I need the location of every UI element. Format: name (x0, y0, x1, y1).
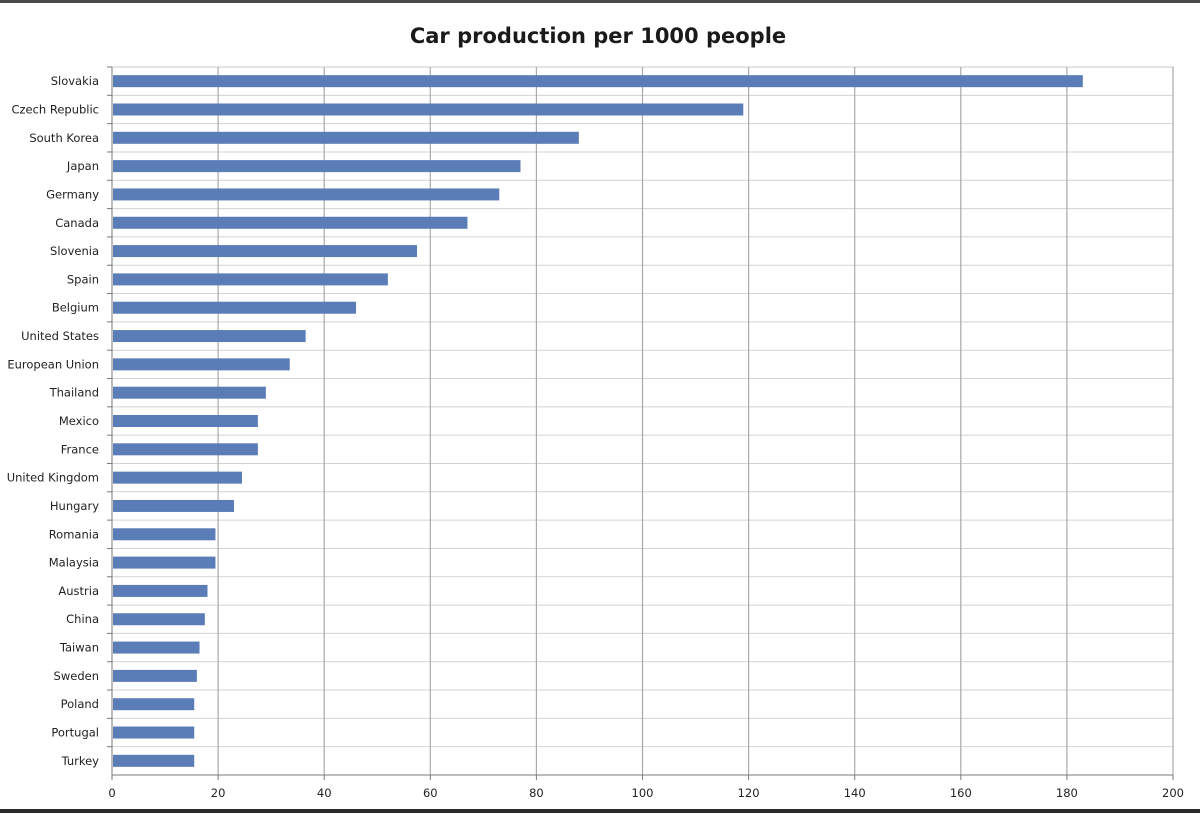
category-label: Malaysia (49, 556, 99, 570)
x-tick-label: 40 (317, 786, 332, 800)
category-label: Sweden (54, 669, 99, 683)
bar-spain (113, 273, 388, 286)
x-tick-label: 0 (108, 786, 115, 800)
category-label: European Union (7, 357, 99, 371)
category-label: United Kingdom (7, 471, 99, 485)
category-label: France (61, 442, 99, 456)
category-label: Taiwan (59, 641, 99, 655)
axes (107, 66, 1174, 780)
category-label: Belgium (52, 301, 99, 315)
bar-romania (113, 528, 216, 541)
category-label: United States (21, 329, 99, 343)
category-label: Hungary (50, 499, 99, 513)
category-label: South Korea (29, 131, 99, 145)
category-label: Slovakia (51, 74, 99, 88)
bars (113, 75, 1083, 767)
grid-lines (111, 66, 1174, 776)
bar-mexico (113, 415, 258, 427)
bar-germany (113, 188, 500, 201)
x-tick-label: 160 (950, 786, 972, 800)
x-tick-labels: 0 20 40 60 80 100 120 140 160 180 200 (108, 786, 1184, 800)
bar-china (113, 613, 205, 626)
bar-slovenia (113, 245, 418, 258)
bar-thailand (113, 386, 266, 399)
bar-united-states (113, 330, 306, 343)
category-label: Germany (46, 187, 99, 201)
bar-hungary (113, 499, 235, 512)
bar-belgium (113, 301, 357, 314)
category-label: Mexico (59, 414, 99, 428)
bar-czech-republic (113, 103, 744, 116)
bar-poland (113, 698, 195, 711)
category-label: Slovenia (50, 244, 99, 258)
bar-france (113, 443, 258, 456)
x-tick-label: 180 (1056, 786, 1078, 800)
category-label: Czech Republic (11, 102, 99, 116)
bar-european-union (113, 358, 290, 371)
x-tick-label: 140 (844, 786, 866, 800)
category-label: Canada (55, 216, 99, 230)
category-label: Poland (61, 697, 99, 711)
category-label: China (66, 612, 99, 626)
bar-portugal (113, 726, 195, 739)
category-label: Turkey (61, 754, 100, 768)
bar-turkey (113, 754, 195, 767)
x-tick-label: 200 (1162, 786, 1184, 800)
bar-chart: Car production per 1000 people Slovakia C… (7, 24, 1184, 800)
x-tick-label: 120 (738, 786, 760, 800)
x-tick-label: 100 (632, 786, 654, 800)
x-tick-label: 80 (529, 786, 544, 800)
bar-slovakia (113, 75, 1083, 88)
category-label: Japan (66, 159, 99, 173)
bar-japan (113, 160, 521, 173)
x-tick-label: 20 (211, 786, 226, 800)
category-labels: Slovakia Czech Republic South Korea Japan Ge… (7, 74, 100, 768)
bar-south-korea (113, 131, 579, 144)
category-label: Austria (58, 584, 99, 598)
bar-austria (113, 584, 208, 597)
x-tick-label: 60 (423, 786, 438, 800)
category-label: Portugal (51, 726, 99, 740)
bar-sweden (113, 669, 197, 682)
bar-canada (113, 216, 468, 229)
chart-title: Car production per 1000 people (410, 24, 786, 48)
category-label: Romania (49, 527, 99, 541)
bar-taiwan (113, 641, 200, 654)
category-label: Spain (67, 272, 99, 286)
category-label: Thailand (49, 386, 99, 400)
bar-united-kingdom (113, 471, 242, 484)
bar-malaysia (113, 556, 216, 569)
